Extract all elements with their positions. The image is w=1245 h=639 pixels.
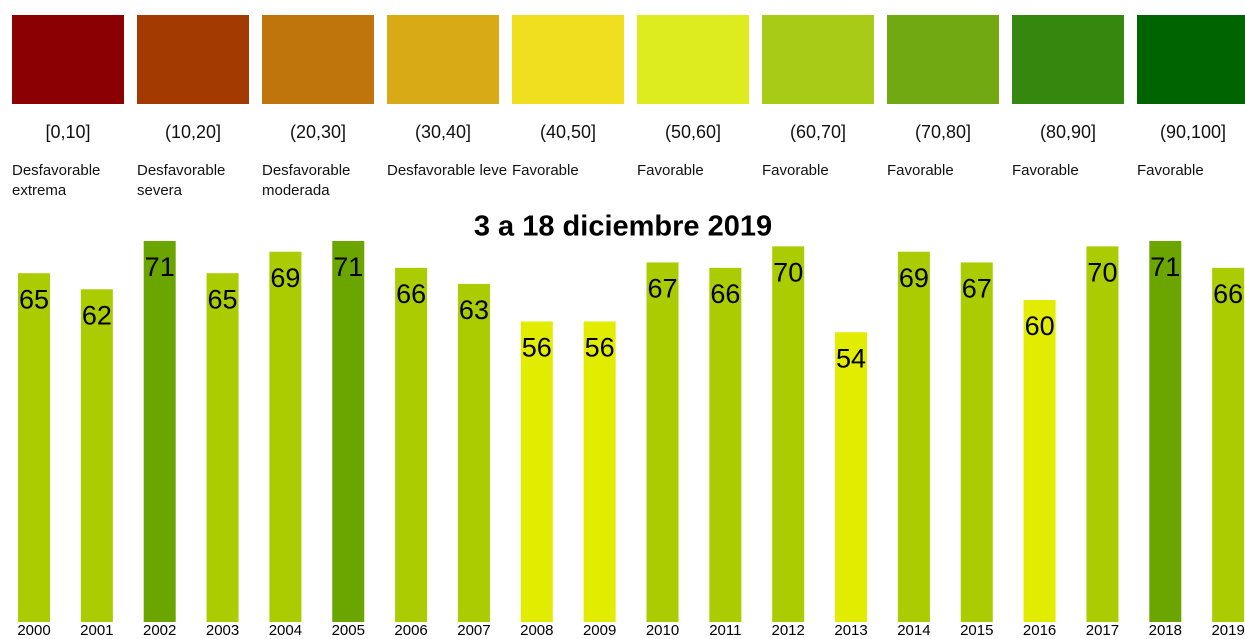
value-label: 67 (647, 274, 677, 304)
x-tick-label: 2013 (834, 622, 867, 639)
legend-range: (10,20] (164, 122, 222, 142)
legend-swatch (137, 15, 249, 104)
value-label: 66 (710, 279, 740, 309)
legend-range: (70,80] (914, 122, 972, 142)
x-tick-label: 2006 (394, 622, 427, 639)
legend-range: (30,40] (414, 122, 472, 142)
bar (709, 267, 742, 622)
bar (897, 251, 930, 622)
value-label: 71 (1150, 252, 1180, 282)
legend-label: Favorable (887, 162, 954, 179)
x-tick-label: 2016 (1023, 622, 1056, 639)
bar (457, 283, 490, 622)
value-label: 65 (19, 284, 49, 314)
bar (646, 262, 679, 622)
legend-range: [0,10] (45, 122, 91, 142)
value-label: 62 (82, 300, 112, 330)
value-label: 65 (208, 284, 238, 314)
legend-swatch (12, 15, 124, 104)
legend-range: (50,60] (664, 122, 722, 142)
x-tick-label: 2008 (520, 622, 553, 639)
legend-label: Favorable (637, 162, 704, 179)
bar (332, 241, 365, 622)
value-label: 60 (1025, 311, 1055, 341)
value-label: 69 (899, 263, 929, 293)
legend-range: (60,70] (789, 122, 847, 142)
legend-swatch (1012, 15, 1124, 104)
legend-label: Favorable (1012, 162, 1079, 179)
legend-swatch (887, 15, 999, 104)
x-tick-label: 2012 (772, 622, 805, 639)
legend-range: (90,100] (1159, 122, 1227, 142)
bar (835, 332, 868, 622)
x-tick-label: 2003 (206, 622, 239, 639)
x-tick-label: 2001 (80, 622, 113, 639)
bar (395, 267, 428, 622)
x-tick-label: 2011 (709, 622, 741, 639)
legend-swatch (262, 15, 374, 104)
legend-swatch (637, 15, 749, 104)
legend-label: Desfavorable leve (387, 162, 508, 179)
bar (1149, 241, 1182, 622)
value-label: 66 (396, 279, 426, 309)
bar (1023, 300, 1056, 622)
value-label: 56 (585, 333, 615, 363)
legend-label: Desfavorable extrema (12, 162, 101, 199)
x-tick-label: 2005 (332, 622, 365, 639)
x-tick-label: 2014 (897, 622, 930, 639)
x-tick-label: 2017 (1086, 622, 1119, 639)
legend-swatch (762, 15, 874, 104)
x-tick-label: 2002 (143, 622, 176, 639)
legend-swatch (1137, 15, 1245, 104)
value-label: 56 (522, 333, 552, 363)
x-tick-label: 2009 (583, 622, 616, 639)
value-label: 54 (836, 343, 866, 373)
value-label: 71 (333, 252, 363, 282)
x-tick-label: 2010 (646, 622, 679, 639)
value-label: 69 (270, 263, 300, 293)
legend-swatch (512, 15, 624, 104)
bar (960, 262, 993, 622)
x-tick-label: 2000 (17, 622, 50, 639)
x-tick-label: 2018 (1149, 622, 1182, 639)
bar (18, 273, 50, 622)
value-label: 71 (145, 252, 175, 282)
value-label: 70 (773, 257, 803, 287)
bar (520, 321, 553, 622)
legend-range: (80,90] (1039, 122, 1097, 142)
legend-label: Favorable (512, 162, 579, 179)
value-label: 66 (1213, 279, 1243, 309)
x-tick-label: 2007 (457, 622, 490, 639)
chart-title: 3 a 18 diciembre 2019 (474, 211, 772, 243)
value-label: 70 (1087, 257, 1117, 287)
bar (1212, 267, 1245, 622)
x-tick-label: 2004 (269, 622, 302, 639)
x-tick-label: 2015 (960, 622, 993, 639)
legend-label: Desfavorable severa (137, 162, 226, 199)
legend-swatch (387, 15, 499, 104)
bar (206, 273, 239, 622)
legend-label: Favorable (762, 162, 829, 179)
value-label: 63 (459, 295, 489, 325)
bar (80, 289, 113, 622)
x-tick-label: 2019 (1211, 622, 1244, 639)
legend-label: Favorable (1137, 162, 1204, 179)
bar (143, 241, 176, 622)
legend-range: (40,50] (539, 122, 597, 142)
legend-label: Desfavorable moderada (262, 162, 351, 199)
legend-range: (20,30] (289, 122, 347, 142)
bar (1086, 246, 1119, 622)
bar (772, 246, 805, 622)
bar (583, 321, 616, 622)
value-label: 67 (962, 274, 992, 304)
bar (269, 251, 302, 622)
